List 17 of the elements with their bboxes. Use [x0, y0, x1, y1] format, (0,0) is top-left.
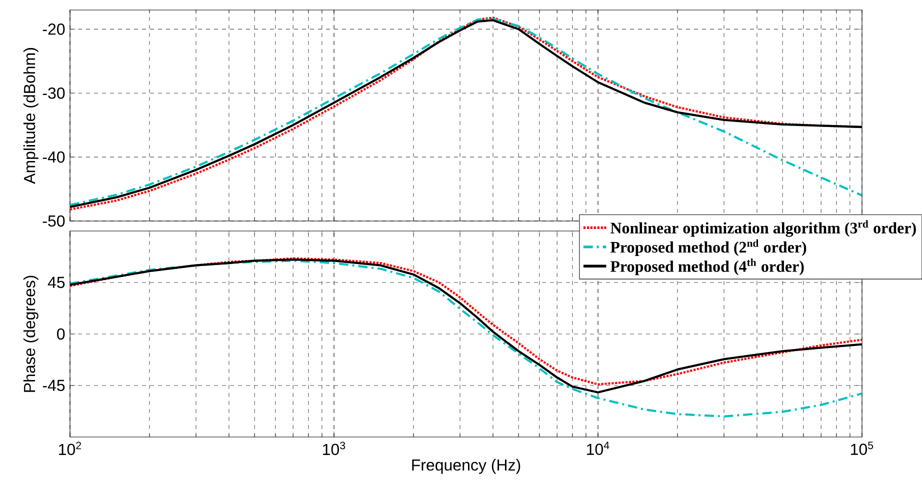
x-axis-title: Frequency (Hz): [412, 458, 520, 474]
x-tick-label: 10$^{3}$: [323, 442, 346, 456]
y-tick-label: 45: [48, 276, 65, 288]
y-tick-label: -20: [42, 24, 65, 35]
y-tick-label: 0: [57, 328, 65, 340]
y-tick-label: -50: [42, 215, 65, 227]
legend-label: Nonlinear optimization algorithm (3$^{rd}$ order): [610, 220, 916, 237]
y-tick-label: -30: [42, 87, 65, 99]
x-tick-label: 10$^{5}$: [851, 442, 874, 455]
y-tick-label: -45: [42, 380, 65, 392]
y-tick-label: -40: [42, 151, 65, 163]
x-tick-label: 10$^{4}$: [587, 442, 610, 455]
legend-label: Proposed method (4$^{th}$ order): [610, 258, 804, 276]
legend-label: Proposed method (2$^{nd}$ order): [610, 239, 806, 256]
y-axis-title: Amplitude (dBohm): [23, 48, 38, 184]
y-axis-title: Phase (degrees): [23, 276, 38, 392]
x-tick-label: 10$^{2}$: [59, 442, 82, 456]
